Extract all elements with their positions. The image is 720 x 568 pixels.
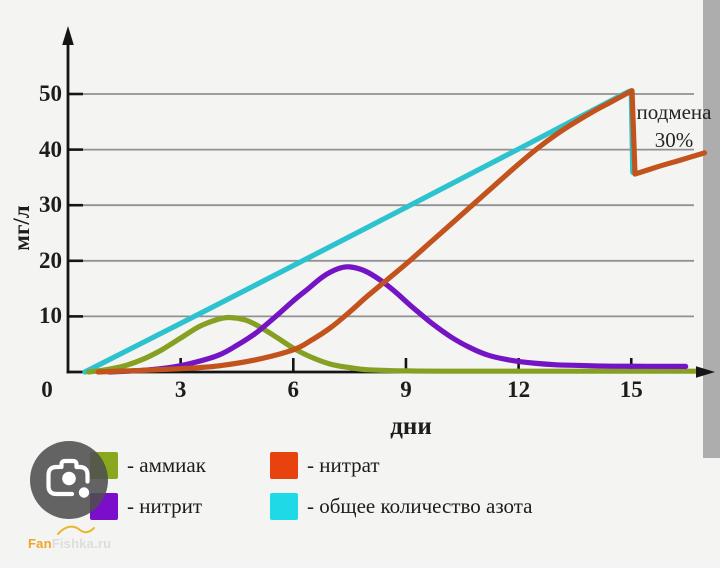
annotation-line-1: подмена bbox=[636, 100, 712, 124]
series-nitrite bbox=[106, 264, 689, 375]
x-tick-label-3: 3 bbox=[174, 377, 187, 402]
legend-label-ammonia: - аммиак bbox=[127, 453, 206, 477]
watermark-flourish-icon bbox=[57, 525, 95, 535]
legend-label-nitrate: - нитрат bbox=[307, 453, 380, 477]
watermark-prefix: Fan bbox=[28, 536, 52, 551]
image-search-camera-button[interactable] bbox=[30, 441, 108, 519]
legend-item-nitrate: - нитрат bbox=[270, 452, 380, 479]
legend-label-nitrite: - нитрит bbox=[127, 494, 203, 518]
watermark-link[interactable]: FanFishka.ru bbox=[28, 536, 111, 551]
legend-item-nitrite: - нитрит bbox=[90, 493, 202, 520]
x-axis-arrow bbox=[696, 366, 715, 378]
series-nitrate bbox=[95, 88, 708, 375]
x-tick-label-9: 9 bbox=[400, 377, 412, 402]
y-axis-title: мг/л bbox=[9, 205, 34, 251]
y-tick-label-40: 40 bbox=[39, 136, 62, 162]
y-axis-arrow bbox=[62, 26, 74, 45]
series-total-nitrogen bbox=[82, 88, 636, 375]
series-ammonia bbox=[86, 314, 698, 375]
page-background-strip bbox=[703, 0, 720, 458]
annotation-line-2: 30% bbox=[654, 128, 694, 152]
watermark-suffix: Fishka.ru bbox=[51, 536, 112, 551]
x-tick-label-6: 6 bbox=[287, 377, 300, 402]
x-tick-label-0: 0 bbox=[41, 377, 53, 402]
legend-swatch-total-nitrogen bbox=[270, 493, 298, 520]
y-tick-label-50: 50 bbox=[39, 81, 62, 106]
water-change-annotation: подмена 30% bbox=[630, 98, 718, 154]
y-tick-label-10: 10 bbox=[39, 303, 62, 329]
camera-lens-icon bbox=[30, 441, 108, 519]
legend-item-total-nitrogen: - общее количество азота bbox=[270, 493, 532, 520]
legend-swatch-nitrate bbox=[270, 452, 298, 479]
legend-label-total-nitrogen: - общее количество азота bbox=[307, 494, 533, 518]
legend-item-ammonia: - аммиак bbox=[90, 452, 206, 479]
x-axis-title: дни bbox=[390, 413, 432, 440]
x-tick-label-12: 12 bbox=[507, 377, 531, 402]
y-tick-label-20: 20 bbox=[39, 247, 62, 273]
x-tick-label-15: 15 bbox=[619, 377, 643, 402]
y-tick-label-30: 30 bbox=[39, 192, 62, 218]
